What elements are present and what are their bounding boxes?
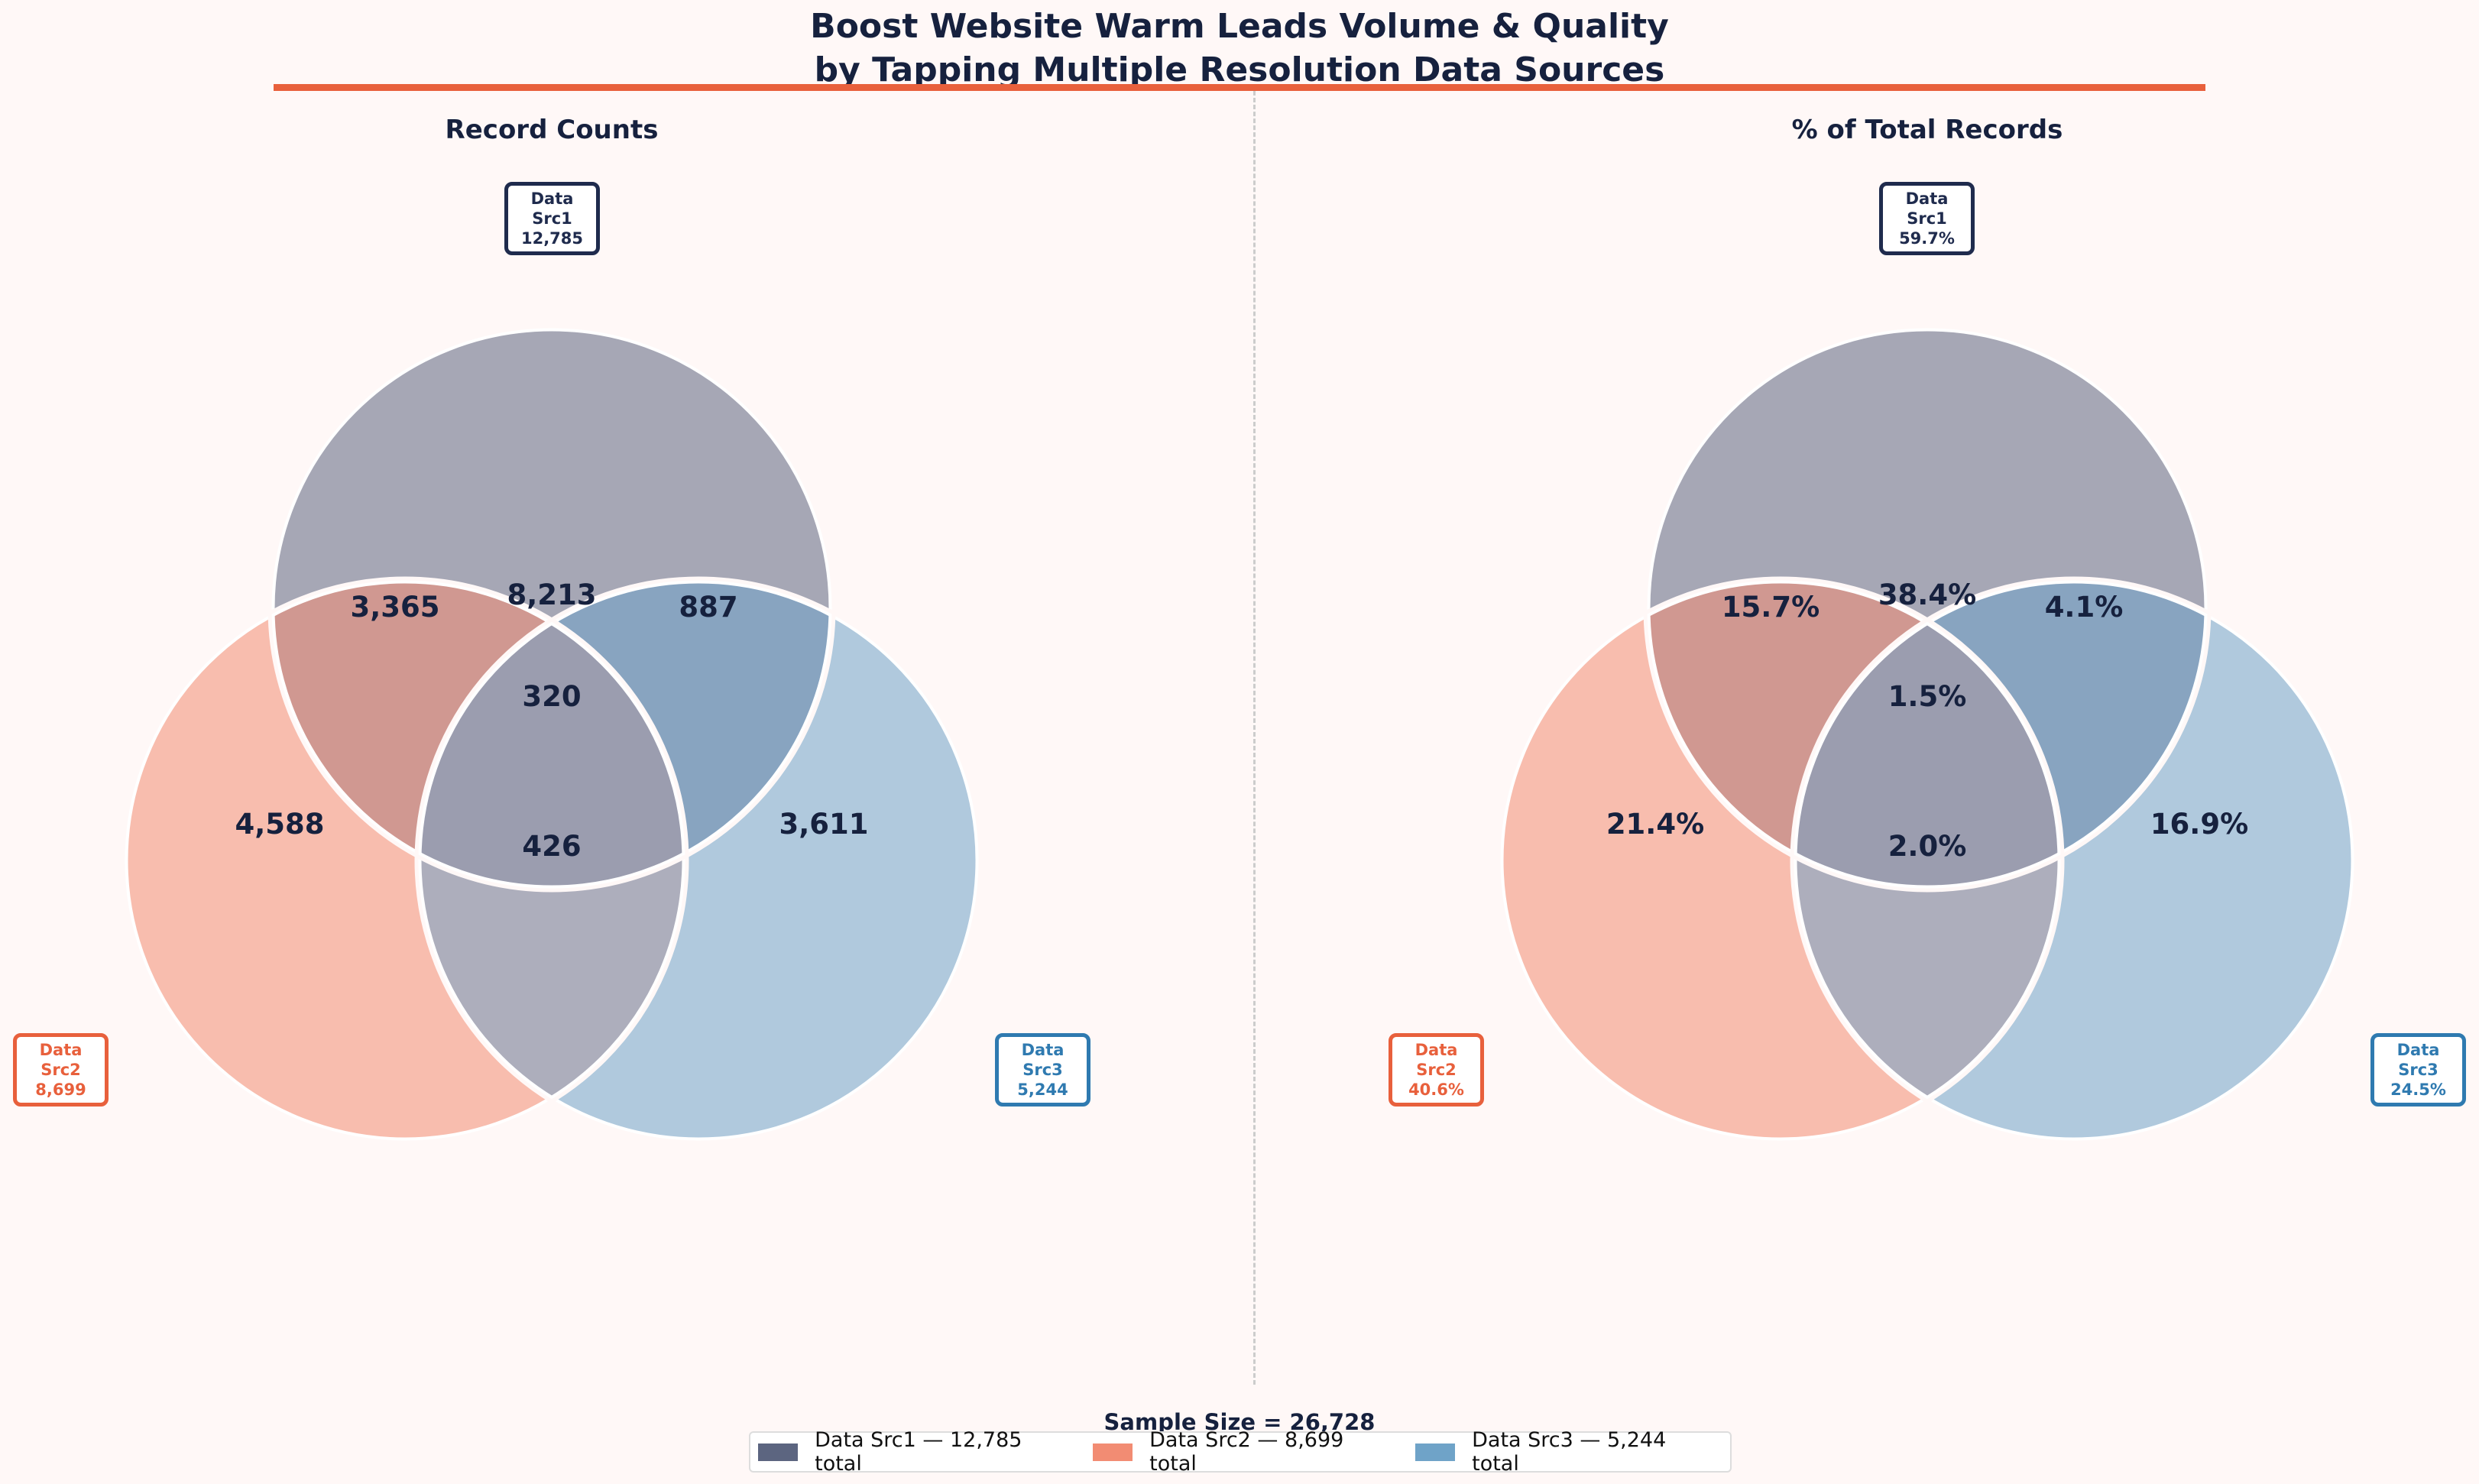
- src1-name: Data Src1: [530, 190, 574, 228]
- panel-title-percent: % of Total Records: [1791, 115, 2063, 145]
- venn-counts: 8,213 4,588 3,611 3,365 887 426 320: [121, 324, 983, 1145]
- legend-label-src1: Data Src1 — 12,785 total: [815, 1428, 1022, 1476]
- region-label-only3: 3,611: [779, 808, 868, 841]
- venn-rim-src3: [1790, 576, 2358, 1145]
- src2-label-box-percent: Data Src2 40.6%: [1389, 1033, 1484, 1107]
- venn-outline-src2: [124, 579, 686, 1142]
- src1-label-box-percent: Data Src1 59.7%: [1879, 182, 1975, 255]
- venn-rim-src1: [1643, 324, 2212, 893]
- legend-item-src3: Data Src3 — 5,244 total: [1415, 1428, 1703, 1476]
- region-label-only2: 4,588: [235, 808, 324, 841]
- venn-outline-src1: [271, 327, 833, 889]
- src3-name: Data Src3: [1021, 1041, 1065, 1079]
- src1-label-box-counts: Data Src1 12,785: [504, 182, 600, 255]
- region-label-r12: 15.7%: [1722, 591, 1820, 624]
- region-label-r23: 2.0%: [1888, 830, 1967, 863]
- legend-swatch-src3: [1415, 1443, 1456, 1461]
- region-label-r12: 3,365: [350, 591, 439, 624]
- legend-label-src3: Data Src3 — 5,244 total: [1472, 1428, 1667, 1476]
- venn-rim-src3: [414, 576, 983, 1145]
- legend: Data Src1 — 12,785 total Data Src2 — 8,6…: [749, 1428, 1732, 1476]
- venn-circle-src3: [420, 582, 977, 1139]
- venn-rim-src2: [1496, 576, 2065, 1145]
- legend-item-src2: Data Src2 — 8,699 total: [1093, 1428, 1380, 1476]
- legend-item-src1: Data Src1 — 12,785 total: [758, 1428, 1058, 1476]
- region-label-only1: 8,213: [507, 578, 596, 611]
- venn-outline-src2: [1499, 579, 2062, 1142]
- region-label-only2: 21.4%: [1606, 808, 1704, 841]
- region-label-r13: 4.1%: [2045, 591, 2124, 624]
- src1-name: Data Src1: [1905, 190, 1949, 228]
- src1-total: 59.7%: [1899, 229, 1955, 248]
- region-label-r13: 887: [679, 591, 737, 624]
- src3-total: 24.5%: [2390, 1081, 2446, 1099]
- venn-rim-src2: [121, 576, 689, 1145]
- venn-rim-src1: [267, 324, 836, 893]
- region-label-only1: 38.4%: [1878, 578, 1976, 611]
- chart-title-line1: Boost Website Warm Leads Volume & Qualit…: [810, 7, 1669, 46]
- chart-title: Boost Website Warm Leads Volume & Qualit…: [0, 5, 2479, 92]
- venn-outline-src1: [1646, 327, 2208, 889]
- venn-percent: 38.4% 21.4% 16.9% 15.7% 4.1% 2.0% 1.5%: [1496, 324, 2358, 1145]
- src2-name: Data Src2: [39, 1041, 83, 1079]
- src2-total: 40.6%: [1408, 1081, 1464, 1099]
- venn-circle-src3: [1795, 582, 2353, 1139]
- region-label-r123: 320: [522, 680, 581, 713]
- src3-name: Data Src3: [2396, 1041, 2440, 1079]
- src3-total: 5,244: [1017, 1081, 1068, 1099]
- src2-total: 8,699: [35, 1081, 86, 1099]
- src1-total: 12,785: [520, 229, 584, 248]
- panel-divider: [1253, 91, 1256, 1385]
- region-label-r23: 426: [522, 830, 581, 863]
- legend-swatch-src2: [1093, 1443, 1133, 1461]
- panel-title-counts: Record Counts: [445, 115, 659, 145]
- legend-label-src2: Data Src2 — 8,699 total: [1149, 1428, 1344, 1476]
- sample-size: Sample Size = 26,728: [1103, 1409, 1376, 1435]
- src3-label-box-percent: Data Src3 24.5%: [2370, 1033, 2466, 1107]
- region-label-r123: 1.5%: [1888, 680, 1967, 713]
- legend-swatch-src1: [758, 1443, 799, 1461]
- src2-name: Data Src2: [1414, 1041, 1458, 1079]
- region-label-only3: 16.9%: [2150, 808, 2248, 841]
- venn-outline-src3: [417, 579, 980, 1142]
- venn-outline-src3: [1793, 579, 2355, 1142]
- src2-label-box-counts: Data Src2 8,699: [13, 1033, 109, 1107]
- chart-title-line2: by Tapping Multiple Resolution Data Sour…: [814, 50, 1665, 89]
- title-underline: [274, 84, 2205, 91]
- src3-label-box-counts: Data Src3 5,244: [995, 1033, 1090, 1107]
